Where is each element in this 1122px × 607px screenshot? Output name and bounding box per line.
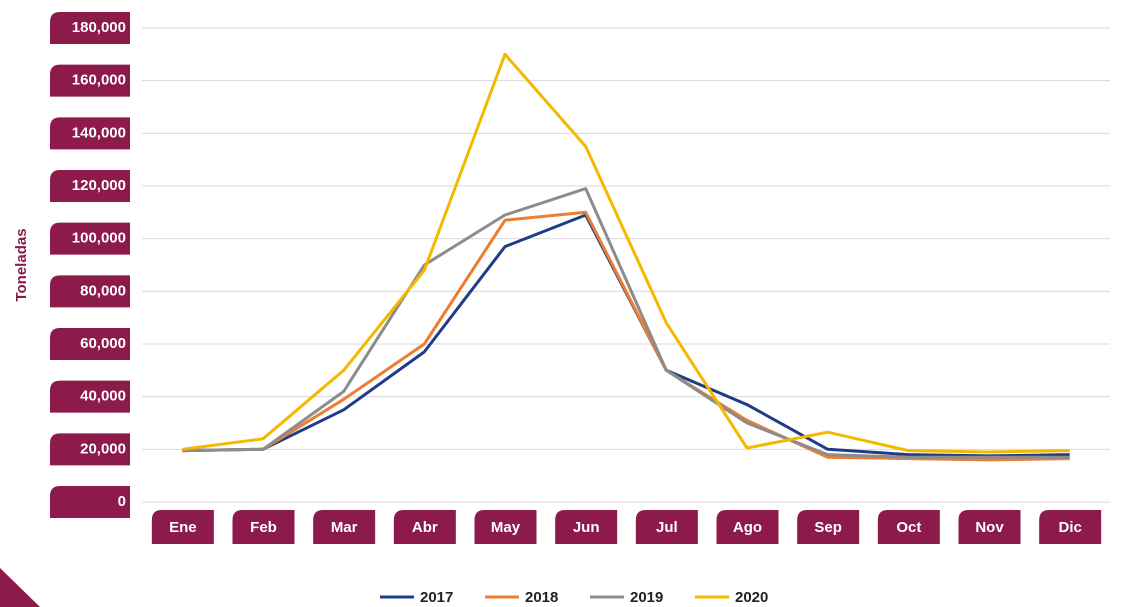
x-tick-label: Jun	[573, 519, 600, 536]
y-tick-box	[50, 328, 130, 360]
x-tick-box	[877, 510, 940, 544]
x-tick-box	[393, 510, 456, 544]
y-tick-label: 80,000	[80, 282, 126, 299]
corner-decoration	[0, 568, 40, 607]
y-tick-label: 160,000	[72, 72, 126, 89]
series-line	[182, 187, 1070, 459]
y-tick-label: 40,000	[80, 388, 126, 405]
x-tick-box	[716, 510, 779, 544]
y-tick-label: 100,000	[72, 230, 126, 247]
y-tick-label: 60,000	[80, 335, 126, 352]
y-tick-label: 140,000	[72, 124, 126, 141]
x-tick-label: Feb	[250, 519, 277, 536]
x-tick-box	[232, 510, 295, 544]
y-tick-box	[50, 12, 130, 44]
series-line	[182, 52, 1070, 454]
legend-label: 2018	[525, 589, 558, 606]
x-tick-box	[474, 510, 537, 544]
legend-label: 2019	[630, 589, 663, 606]
x-tick-label: Jul	[656, 519, 678, 536]
y-tick-box	[50, 222, 130, 255]
y-tick-box	[50, 170, 130, 202]
x-tick-label: May	[491, 519, 521, 536]
x-tick-label: Nov	[975, 519, 1004, 536]
x-tick-box	[555, 510, 618, 544]
x-tick-label: Dic	[1058, 519, 1081, 536]
x-tick-box	[313, 510, 376, 544]
x-tick-label: Sep	[814, 519, 842, 536]
x-tick-box	[797, 510, 860, 544]
x-tick-box	[1039, 510, 1102, 544]
x-tick-label: Mar	[331, 519, 358, 536]
x-tick-label: Abr	[412, 519, 438, 536]
y-tick-label: 20,000	[80, 440, 126, 457]
y-axis-label: Toneladas	[13, 228, 30, 301]
y-tick-box	[50, 486, 130, 518]
y-tick-box	[50, 64, 130, 97]
x-tick-box	[635, 510, 698, 544]
x-tick-label: Ene	[169, 519, 197, 536]
y-tick-box	[50, 117, 130, 150]
y-tick-label: 0	[118, 493, 126, 510]
y-tick-label: 180,000	[72, 19, 126, 36]
series-line	[182, 213, 1070, 458]
y-tick-box	[50, 380, 130, 413]
x-tick-label: Oct	[896, 519, 921, 536]
y-tick-label: 120,000	[72, 177, 126, 194]
series-line	[182, 210, 1070, 462]
x-tick-box	[958, 510, 1021, 544]
legend-label: 2017	[420, 589, 453, 606]
legend-label: 2020	[735, 589, 768, 606]
x-tick-label: Ago	[733, 519, 762, 536]
y-tick-box	[50, 275, 130, 308]
x-tick-box	[151, 510, 214, 544]
y-tick-box	[50, 433, 130, 466]
